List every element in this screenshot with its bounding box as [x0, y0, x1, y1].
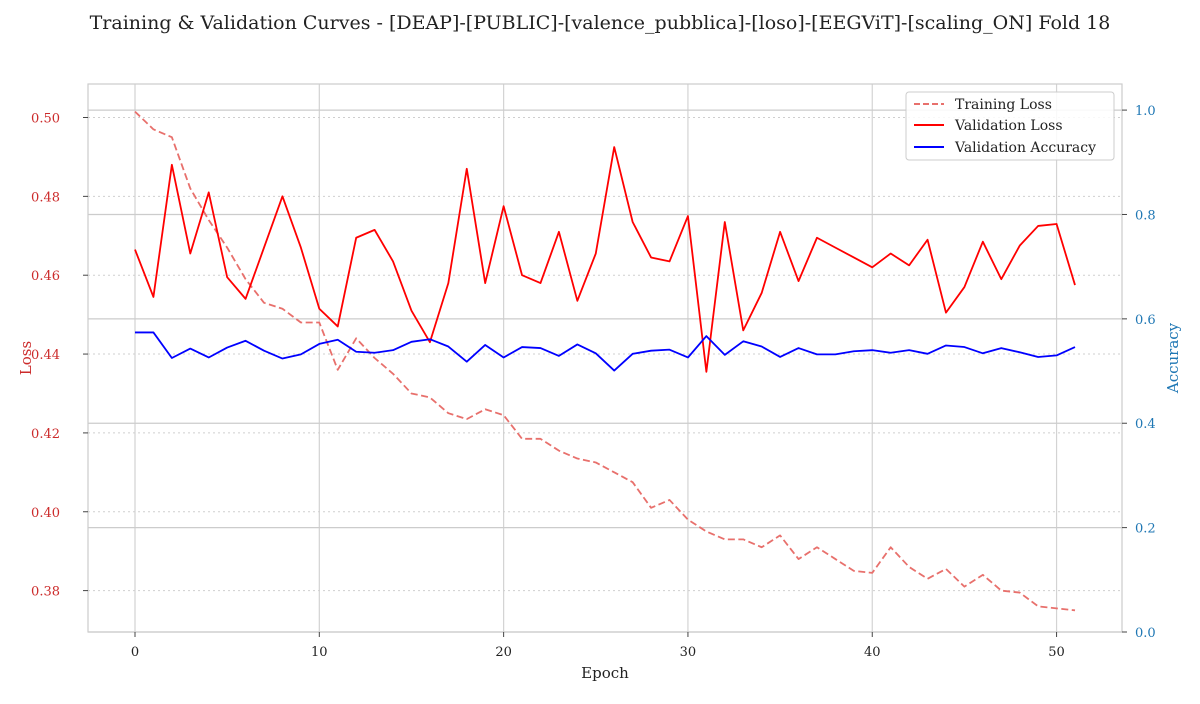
y-left-tick-label-0.46: 0.46	[31, 269, 60, 284]
grid-layer	[88, 84, 1122, 633]
plot-area-frame	[87, 83, 1123, 633]
y-left-tick-label-0.48: 0.48	[31, 190, 60, 205]
y-left-tick-label-0.44: 0.44	[31, 348, 60, 363]
y-right-tick-label-0: 0.0	[1135, 626, 1156, 641]
y-right-tick-label-1: 1.0	[1135, 104, 1156, 119]
series-line-training-loss	[134, 110, 1076, 612]
x-tick-label-10: 10	[311, 645, 328, 660]
x-tick-label-30: 30	[680, 645, 697, 660]
y-left-tick-label-0.5: 0.50	[31, 112, 60, 127]
series-layer	[134, 110, 1076, 612]
legend-label-validation-loss: Validation Loss	[954, 118, 1063, 134]
x-tick-label-40: 40	[864, 645, 881, 660]
x-axis-label: Epoch	[581, 664, 629, 682]
y-right-tick-label-0.8: 0.8	[1135, 208, 1156, 223]
x-tick-label-50: 50	[1048, 645, 1065, 660]
y-right-tick-label-0.6: 0.6	[1135, 313, 1156, 328]
y-axis-left-label: Loss	[17, 341, 35, 375]
y-left-tick-label-0.38: 0.38	[31, 585, 60, 600]
legend-label-validation-accuracy: Validation Accuracy	[954, 140, 1096, 156]
y-right-tick-label-0.4: 0.4	[1135, 417, 1156, 432]
y-left-tick-label-0.4: 0.40	[31, 506, 60, 521]
legend-box	[905, 91, 1115, 161]
legend-label-training-loss: Training Loss	[955, 97, 1052, 113]
legend: Training Loss Validation Loss Validation…	[905, 91, 1115, 161]
y-right-tick-label-0.2: 0.2	[1135, 522, 1156, 537]
series-line-validation-accuracy	[135, 331, 1076, 372]
tick-layer: 0 10 20 30 40 50 0.38 0.40 0.42 0.44 0.46 0.48 0.50 0…	[31, 104, 1156, 660]
y-left-tick-label-0.42: 0.42	[31, 427, 60, 442]
x-tick-label-20: 20	[495, 645, 512, 660]
y-axis-right-label: Accuracy	[1164, 322, 1182, 394]
series-line-validation-loss	[134, 146, 1076, 373]
x-tick-label-0: 0	[131, 645, 139, 660]
chart-title: Training & Validation Curves - [DEAP]-[P…	[90, 12, 1111, 34]
